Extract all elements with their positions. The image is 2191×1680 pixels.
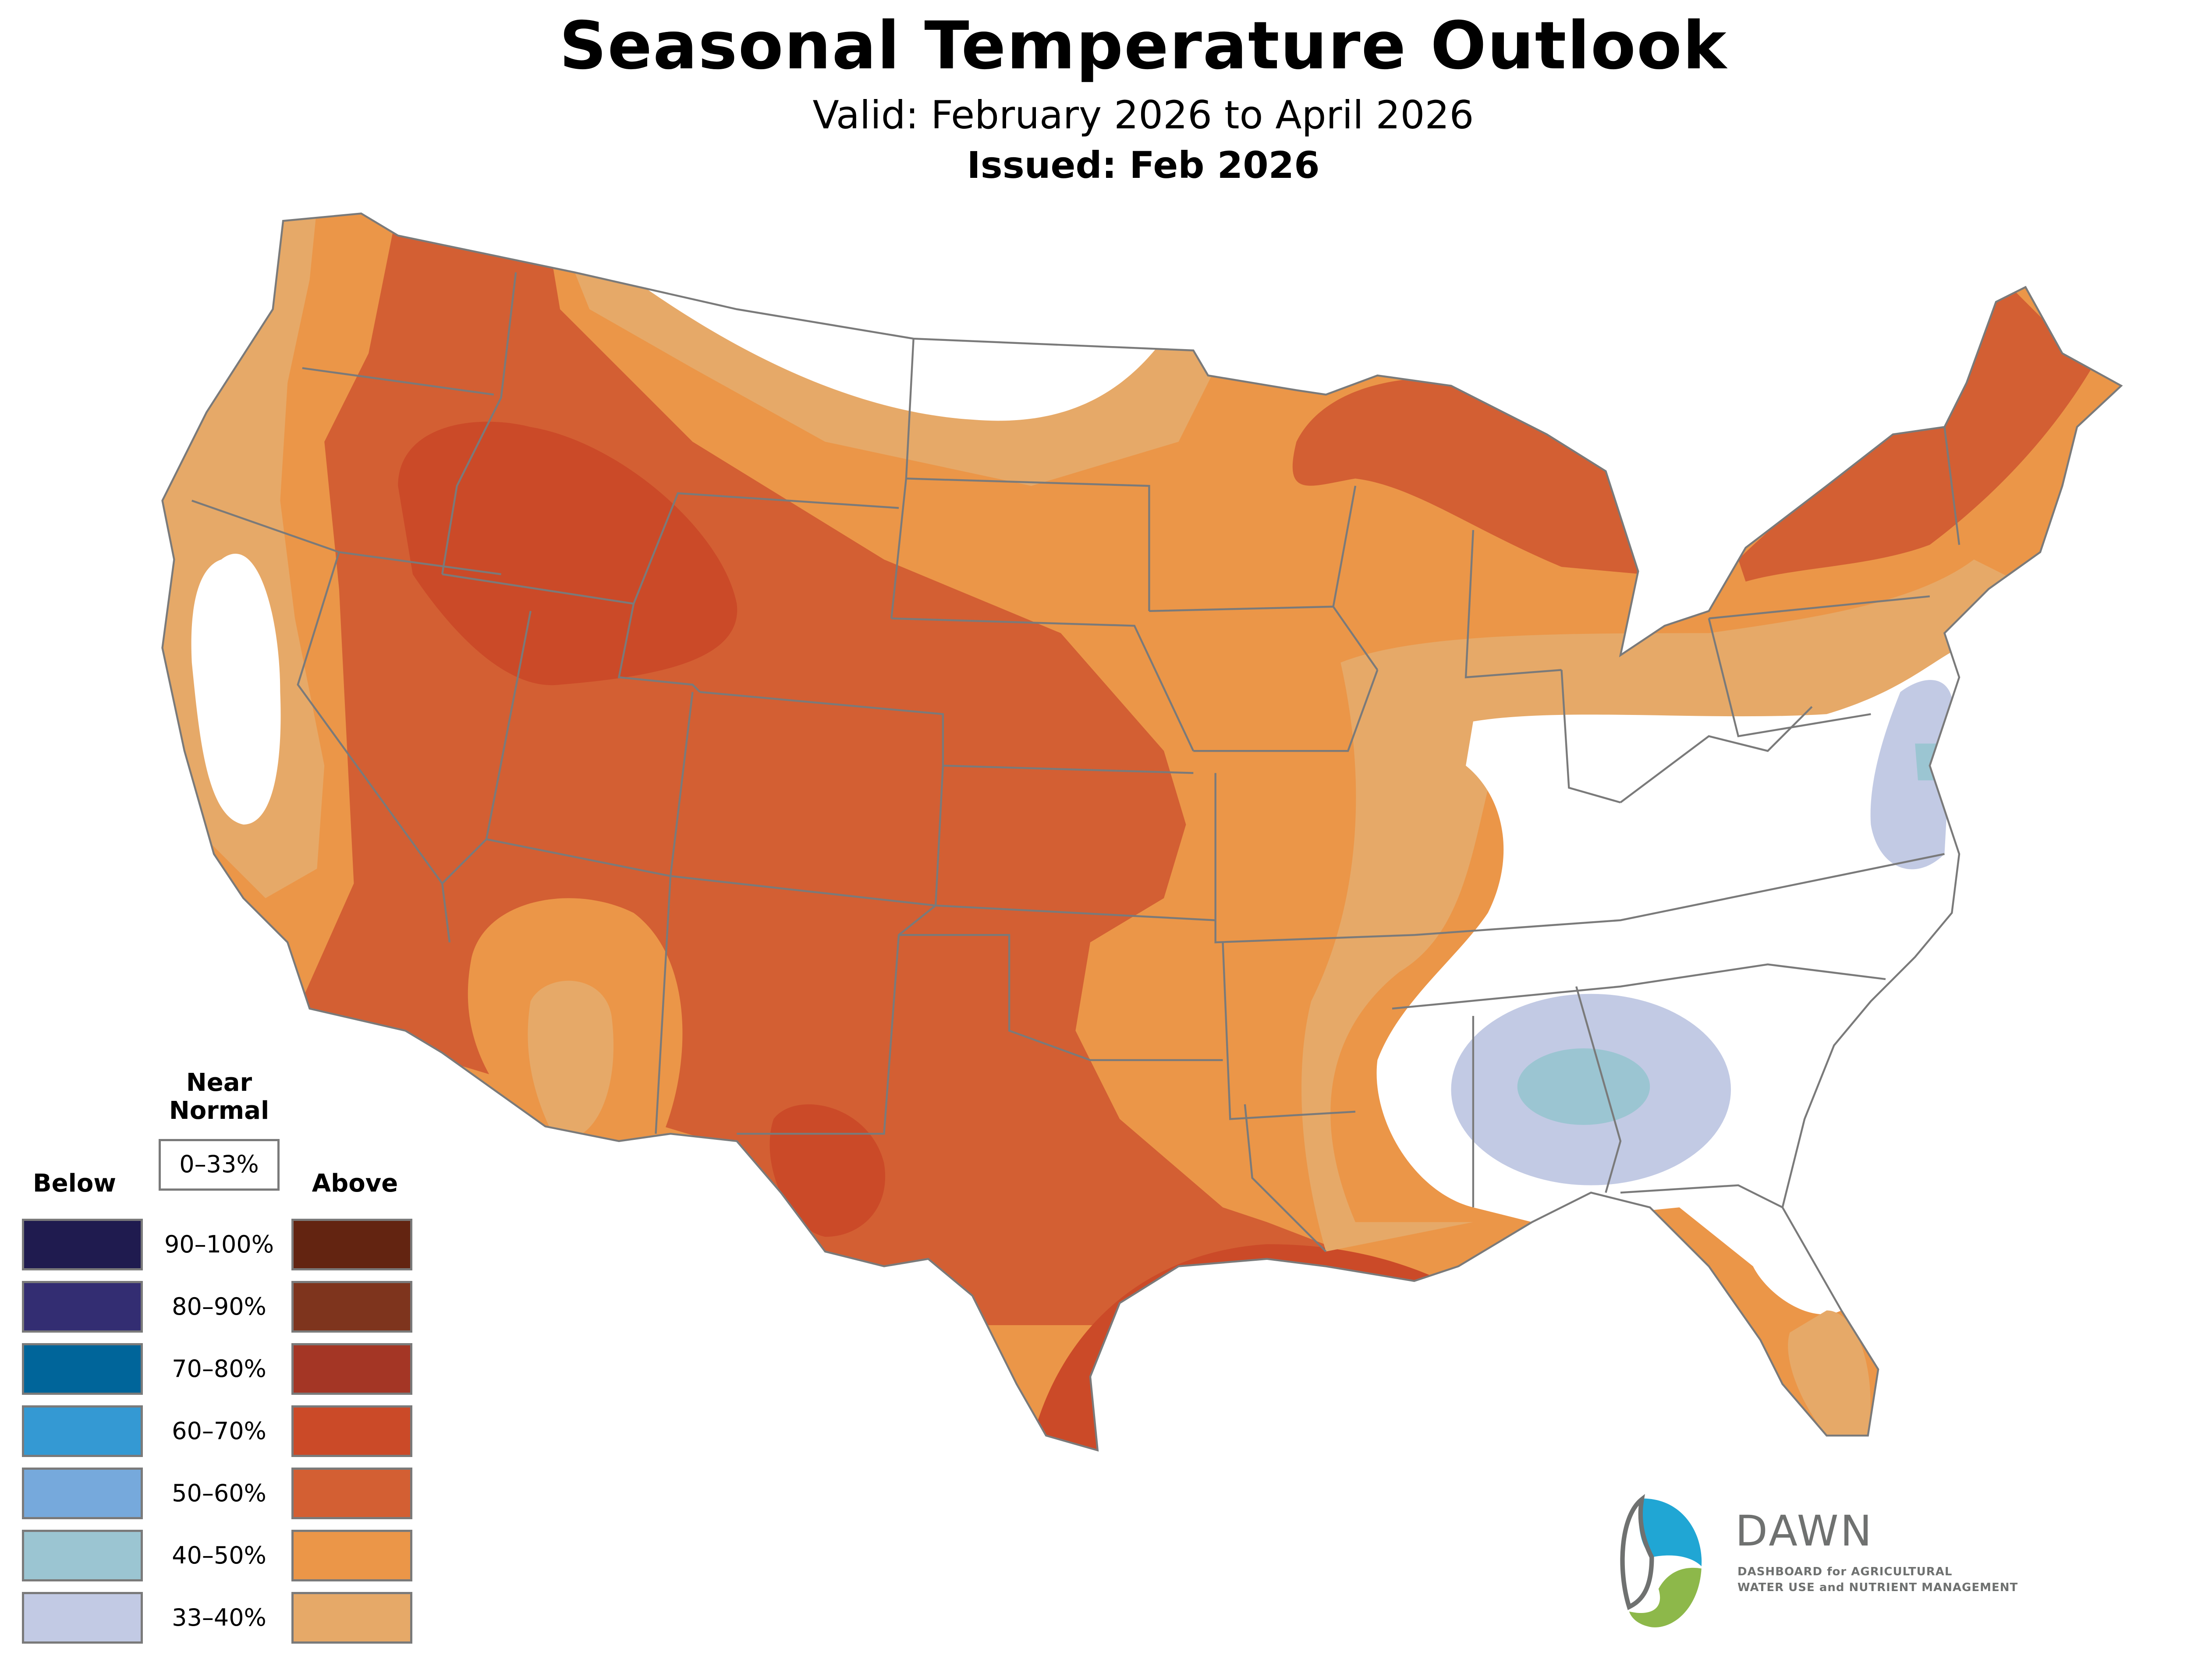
- logo-tagline-line1: DASHBOARD for AGRICULTURAL: [1737, 1565, 1953, 1578]
- legend-range-label: 90–100%: [164, 1231, 274, 1258]
- region-above-33-40-southwest: [528, 980, 614, 1134]
- legend-range-label: 80–90%: [172, 1293, 266, 1320]
- legend-near-line2: Normal: [169, 1096, 269, 1125]
- legend-swatch-below: [22, 1468, 143, 1519]
- legend-swatch-below: [22, 1530, 143, 1581]
- legend-swatch-above: [291, 1343, 412, 1395]
- region-below-33-40-chesapeake: [1870, 680, 1953, 870]
- legend-range-label: 60–70%: [172, 1417, 266, 1445]
- region-above-60-70-idwy: [398, 421, 737, 686]
- map-title: Seasonal Temperature Outlook: [559, 8, 1727, 84]
- legend-near-normal-heading: Near Normal: [145, 1069, 294, 1125]
- legend-swatch-above: [291, 1468, 412, 1519]
- region-above-60-70-swtexas: [769, 1104, 886, 1237]
- legend-swatch-below: [22, 1343, 143, 1395]
- legend-swatch-below: [22, 1592, 143, 1644]
- legend-near-line1: Near: [186, 1068, 252, 1097]
- legend-range-label: 33–40%: [172, 1604, 266, 1631]
- logo-green-leaf: [1629, 1567, 1702, 1627]
- logo-tagline: DASHBOARD for AGRICULTURAL WATER USE and…: [1737, 1564, 2018, 1595]
- legend-swatch-below: [22, 1405, 143, 1457]
- legend-above-heading: Above: [312, 1169, 398, 1198]
- legend-swatch-above: [291, 1281, 412, 1333]
- legend-range-label: 70–80%: [172, 1355, 266, 1383]
- legend-below-heading: Below: [32, 1169, 117, 1198]
- logo-circuit-drop: [1620, 1494, 1654, 1610]
- dawn-logo: [1620, 1494, 1702, 1627]
- logo-wordmark: DAWN: [1735, 1507, 1874, 1556]
- region-below-40-50-alabama: [1517, 1048, 1650, 1125]
- state-borders: [161, 212, 2123, 1452]
- issued-date: Issued: Feb 2026: [967, 144, 1320, 187]
- valid-period: Valid: February 2026 to April 2026: [812, 92, 1474, 138]
- legend-range-label: 40–50%: [172, 1542, 266, 1569]
- region-near-normal-california: [191, 553, 281, 825]
- legend-swatch-below: [22, 1219, 143, 1270]
- logo-blue-leaf: [1639, 1498, 1702, 1567]
- legend-near-normal-range: 0–33%: [159, 1139, 280, 1191]
- legend-swatch-above: [291, 1530, 412, 1581]
- legend-swatch-above: [291, 1219, 412, 1270]
- legend-range-label: 50–60%: [172, 1479, 266, 1507]
- legend-swatch-below: [22, 1281, 143, 1333]
- legend-swatch-above: [291, 1405, 412, 1457]
- region-above-33-40-florida: [1788, 1310, 1871, 1436]
- logo-tagline-line2: WATER USE and NUTRIENT MANAGEMENT: [1737, 1581, 2018, 1594]
- legend-swatch-above: [291, 1592, 412, 1644]
